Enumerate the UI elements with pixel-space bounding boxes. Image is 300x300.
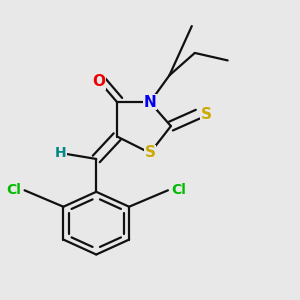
Text: H: H — [55, 146, 66, 160]
Text: S: S — [201, 107, 212, 122]
Text: S: S — [145, 146, 155, 160]
Text: Cl: Cl — [171, 183, 186, 197]
Text: N: N — [144, 95, 156, 110]
Text: Cl: Cl — [7, 183, 22, 197]
Text: O: O — [93, 74, 106, 89]
